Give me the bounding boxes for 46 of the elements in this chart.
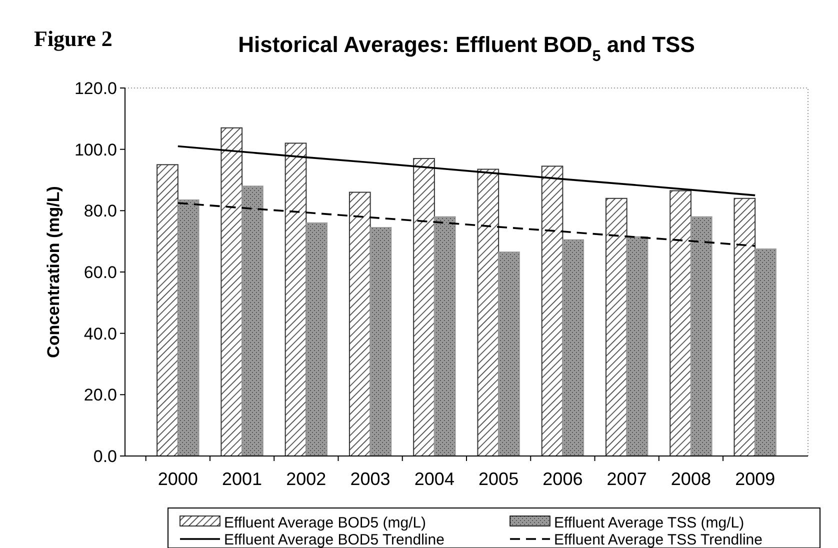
bar	[690, 216, 712, 456]
bar	[177, 199, 200, 456]
bar	[498, 252, 520, 456]
bar	[605, 198, 628, 456]
legend-label: Effluent Average BOD5 (mg/L)	[224, 514, 426, 532]
bar	[284, 142, 307, 456]
chart-title: Historical Averages: Effluent BOD$_{5}$ and TSS	[238, 32, 695, 64]
bar	[413, 158, 435, 456]
bar	[348, 192, 371, 456]
line-series	[177, 202, 756, 247]
bar	[434, 216, 456, 456]
x-tick-label: 2008	[670, 469, 711, 489]
bar	[306, 222, 328, 456]
y-tick-label: 100.0	[74, 140, 117, 160]
x-tick-label: 2000	[158, 469, 198, 489]
x-tick-label: 2006	[542, 469, 583, 489]
bar	[754, 248, 776, 456]
y-tick-label: 60.0	[84, 262, 117, 282]
x-tick-label: 2004	[414, 469, 454, 489]
bar	[541, 166, 564, 456]
legend-label: Effluent Average TSS (mg/L)	[554, 514, 744, 532]
x-tick-label: 2001	[222, 469, 262, 489]
caption: Figure 2	[34, 26, 112, 51]
bar	[156, 164, 178, 456]
x-tick-label: 2005	[478, 469, 519, 489]
bar	[477, 168, 500, 456]
y-tick-label: 120.0	[74, 78, 117, 98]
y-axis-title: Concentration (mg/L)	[44, 186, 63, 358]
y-tick-label: 20.0	[84, 386, 117, 405]
x-tick-label: 2007	[606, 469, 647, 489]
legend-label: Effluent Average BOD5 Trendline	[224, 531, 444, 548]
bar	[220, 127, 243, 456]
y-tick-label: 0.0	[93, 446, 117, 466]
bar	[734, 198, 756, 456]
bar	[670, 190, 692, 456]
x-tick-label: 2003	[350, 469, 390, 489]
x-tick-label: 2009	[735, 469, 776, 489]
bar	[626, 236, 648, 456]
y-tick-label: 80.0	[84, 202, 117, 221]
bar	[562, 239, 584, 456]
line-series	[177, 145, 756, 196]
y-tick-label: 40.0	[84, 324, 117, 344]
x-tick-label: 2002	[286, 469, 326, 489]
legend-label: Effluent Average TSS Trendline	[554, 531, 762, 548]
bar	[370, 227, 392, 456]
bar	[242, 186, 264, 456]
